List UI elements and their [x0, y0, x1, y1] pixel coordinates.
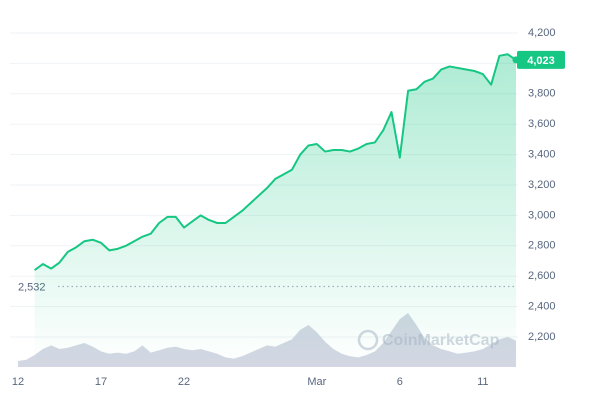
price-line — [34, 53, 517, 271]
y-tick-label: 2,400 — [528, 301, 556, 313]
x-tick-label: Mar — [307, 376, 326, 388]
price-area — [34, 54, 516, 367]
value-label: 4,023 — [527, 55, 555, 67]
x-tick-label: 12 — [12, 376, 24, 388]
y-tick-label: 2,600 — [528, 270, 556, 282]
x-tick-label: 6 — [397, 376, 403, 388]
y-tick-label: 3,200 — [528, 179, 556, 191]
value-label-box — [517, 50, 565, 69]
y-tick-label: 4,200 — [528, 27, 556, 39]
y-tick-label: 3,600 — [528, 118, 556, 130]
y-tick-label: 3,400 — [528, 149, 556, 161]
x-tick-label: 22 — [178, 376, 190, 388]
x-tick-label: 17 — [95, 376, 107, 388]
y-tick-label: 2,200 — [528, 331, 556, 343]
y-tick-label: 3,000 — [528, 209, 556, 221]
y-tick-label: 3,800 — [528, 88, 556, 100]
y-tick-label: 2,800 — [528, 240, 556, 252]
x-tick-label: 11 — [477, 376, 488, 388]
